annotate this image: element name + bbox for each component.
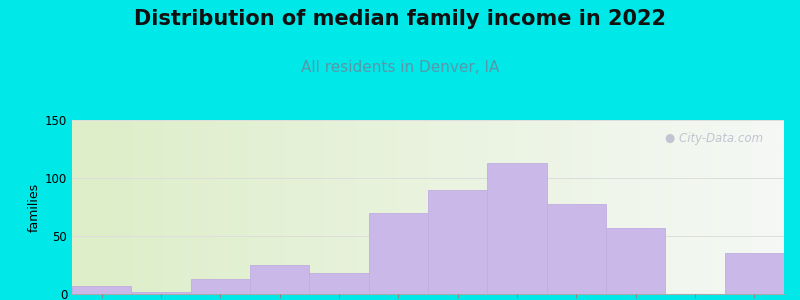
- Bar: [369, 213, 428, 294]
- Bar: [487, 163, 546, 294]
- Bar: [72, 286, 131, 294]
- Bar: [546, 203, 606, 294]
- Bar: [310, 273, 369, 294]
- Bar: [190, 279, 250, 294]
- Bar: [131, 292, 190, 294]
- Text: Distribution of median family income in 2022: Distribution of median family income in …: [134, 9, 666, 29]
- Bar: [725, 254, 784, 294]
- Bar: [250, 265, 310, 294]
- Bar: [428, 190, 487, 294]
- Text: ● City-Data.com: ● City-Data.com: [665, 132, 762, 145]
- Y-axis label: families: families: [28, 182, 41, 232]
- Bar: [606, 228, 666, 294]
- Text: All residents in Denver, IA: All residents in Denver, IA: [301, 60, 499, 75]
